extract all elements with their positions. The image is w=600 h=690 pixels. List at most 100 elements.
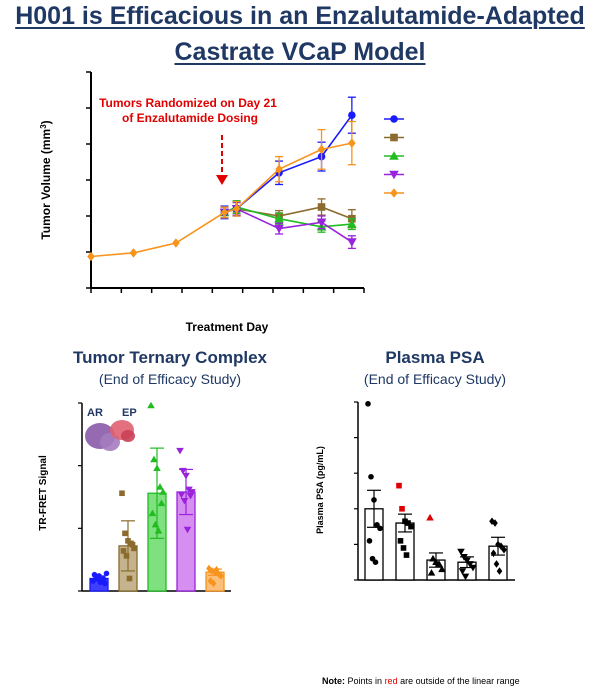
data-point	[177, 491, 186, 499]
note-text-post: are outside of the linear range	[400, 676, 520, 686]
tumor-volume-chart: Tumors Randomized on Day 21 of Enzalutam…	[39, 71, 404, 334]
ternary-subtitle: (End of Efficacy Study)	[98, 371, 242, 387]
data-point	[126, 575, 133, 582]
data-point	[131, 545, 137, 552]
protein-ep-shape-2	[121, 430, 135, 442]
data-point	[377, 525, 383, 532]
series-4	[87, 120, 356, 262]
data-point	[493, 560, 500, 568]
psa-title: Plasma PSA	[385, 348, 485, 367]
note-text-red: red	[384, 676, 398, 686]
data-point	[348, 138, 356, 148]
data-point	[183, 526, 192, 534]
data-point	[210, 579, 217, 588]
data-point	[147, 401, 155, 409]
data-point	[347, 238, 357, 247]
data-point	[426, 513, 434, 521]
legend-marker	[389, 151, 399, 160]
data-point	[220, 207, 229, 218]
data-point	[153, 464, 161, 471]
data-point	[405, 520, 411, 526]
data-point	[458, 568, 467, 575]
y-axis-label: Tumor Volume (mm3)	[39, 120, 53, 239]
data-point	[469, 564, 477, 572]
series-line	[90, 142, 353, 258]
data-point	[408, 523, 414, 530]
data-point	[94, 574, 101, 581]
note-label: Note:	[322, 676, 345, 686]
psa-subtitle: (End of Efficacy Study)	[363, 371, 507, 387]
data-point	[348, 111, 356, 119]
data-point	[463, 557, 471, 565]
data-point	[438, 565, 446, 573]
data-point	[396, 482, 402, 489]
data-point	[435, 560, 443, 567]
data-point	[368, 473, 374, 480]
data-point	[402, 518, 408, 525]
y-axis-label-main: Tumor Volume (mm	[39, 129, 53, 240]
data-point	[371, 497, 377, 503]
data-point	[103, 570, 110, 577]
data-point	[490, 549, 497, 558]
data-point	[457, 548, 465, 556]
data-point	[427, 569, 436, 576]
data-point	[209, 567, 215, 575]
data-point	[129, 541, 136, 548]
y-axis-label-close: )	[39, 120, 53, 124]
data-point	[400, 545, 407, 551]
data-point	[150, 455, 158, 463]
data-point	[156, 483, 164, 490]
data-point	[399, 506, 405, 512]
legend-marker	[390, 133, 398, 142]
footnote: Note: Points in red are outside of the l…	[322, 676, 520, 686]
data-point	[317, 203, 326, 211]
data-point	[186, 492, 195, 500]
data-point	[125, 538, 131, 544]
data-point	[403, 552, 410, 558]
note-text-pre: Points in	[347, 676, 383, 686]
data-point	[87, 251, 95, 262]
data-point	[122, 530, 128, 537]
data-point	[460, 554, 468, 561]
data-point	[102, 580, 108, 587]
data-point	[365, 400, 371, 407]
data-point	[159, 488, 167, 495]
data-point	[232, 204, 241, 214]
annotation-arrow-head	[216, 175, 228, 185]
data-point	[182, 472, 190, 480]
data-point	[176, 447, 184, 455]
data-point	[120, 548, 127, 554]
data-point	[316, 218, 327, 228]
data-point	[180, 497, 189, 505]
data-point	[179, 467, 187, 475]
series-1	[220, 198, 356, 229]
protein-inset: AR EP	[85, 407, 137, 451]
data-point	[498, 542, 504, 550]
data-point	[154, 527, 163, 534]
data-point	[151, 520, 160, 528]
plasma-psa-chart: Plasma PSA (pg/mL)	[315, 400, 516, 581]
data-point	[188, 489, 196, 496]
data-point	[119, 490, 125, 497]
series-line	[224, 114, 353, 214]
data-point	[148, 509, 157, 517]
data-point	[129, 248, 138, 258]
psa-y-label: Plasma PSA (pg/mL)	[315, 446, 325, 534]
data-point	[366, 538, 373, 544]
x-axis-label: Treatment Day	[186, 320, 269, 334]
data-point	[123, 553, 130, 559]
annotation-line-2: of Enzalutamide Dosing	[122, 111, 258, 125]
inset-label-ep: EP	[122, 407, 137, 419]
data-point	[496, 567, 503, 575]
data-point	[461, 573, 470, 581]
data-point	[157, 499, 166, 507]
y-axis-label-sup: 3	[39, 124, 48, 129]
data-point	[397, 538, 404, 544]
legend-marker	[390, 115, 398, 123]
data-point	[274, 213, 284, 223]
page-title-line-1: H001 is Efficacious in an Enzalutamide-A…	[15, 2, 585, 30]
data-point	[492, 519, 498, 527]
data-point	[429, 554, 437, 562]
data-point	[100, 576, 107, 582]
data-point	[347, 219, 357, 228]
